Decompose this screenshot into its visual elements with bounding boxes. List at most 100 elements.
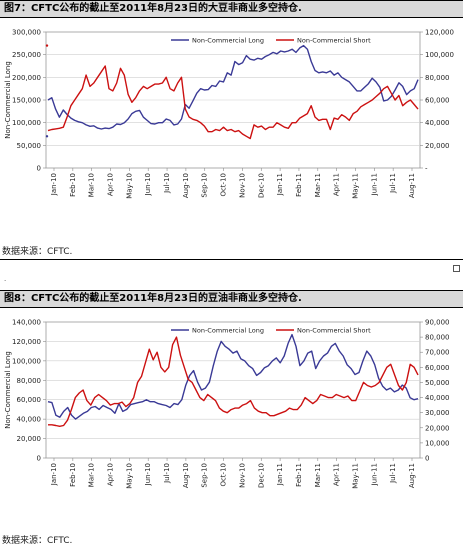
fig7-x-tick-label: Apr-11 [333,173,341,196]
fig8-right-tick-label: 90,000 [425,319,450,327]
fig7-x-tick-label: Nov-10 [238,173,246,198]
fig8-left-tick-label: 80,000 [17,377,42,385]
fig7-x-tick-label: Aug-11 [408,173,416,198]
fig8-x-tick-label: Oct-10 [220,463,228,487]
fig8-series-line-short [48,336,419,428]
fig8-x-tick-label: Jan-10 [50,463,58,486]
fig7-x-tick-label: Feb-10 [69,173,77,197]
fig8-x-tick-label: Aug-10 [182,463,190,488]
fig7-right-tick-label: 20,000 [425,142,450,150]
fig7-x-tick-label: Sep-10 [201,173,209,198]
fig8-x-tick-label: Jun-10 [144,463,152,486]
fig7-x-tick-label: May-11 [351,173,359,199]
fig8-right-tick-label: 70,000 [425,349,450,357]
fig8-x-tick-label: Mar-11 [314,463,322,487]
fig7-x-tick-label: May-10 [125,173,133,199]
fig7-x-tick-label: Dec-10 [257,173,265,198]
fig7-left-tick-label: 150,000 [12,97,41,105]
fig7-legend-label: Non-Commercial Long [192,37,264,45]
fig8-top-rule [0,290,463,291]
fig7-series-start-point-long [45,135,49,138]
fig7-x-tick-label: Feb-11 [295,173,303,197]
fig8-x-tick-label: Nov-10 [238,463,246,488]
fig8-x-tick-label: Feb-10 [69,463,77,487]
fig8-left-tick-label: 60,000 [17,396,42,404]
fig7-x-tick-label: Jan-11 [276,173,284,196]
fig8-right-tick-label: 40,000 [425,394,450,402]
fig8-source: 数据来源：CFTC. [2,536,73,546]
fig8-x-tick-label: Aug-11 [408,463,416,488]
fig7-left-tick-label: 300,000 [12,29,41,37]
fig8-series-line-long [47,333,419,420]
fig7-series-start-point-short [45,44,49,47]
fig8-right-tick-label: 10,000 [425,439,450,447]
fig7-x-tick-label: Oct-10 [220,173,228,197]
fig8-title-rule [0,307,463,308]
fig7-series-line-long [47,44,419,130]
fig8-right-tick-label: 30,000 [425,409,450,417]
fig7-series-line-short [47,65,419,140]
fig7-x-tick-label: Mar-10 [88,173,96,197]
fig8-right-tick-label: 20,000 [425,424,450,432]
fig7-x-tick-label: Jul-11 [389,173,397,194]
fig8-right-tick-label: 50,000 [425,379,450,387]
fig8-right-tick-label: 60,000 [425,364,450,372]
fig7-left-tick-label: 0 [37,165,41,173]
fig7-title-rule [0,17,463,18]
fig8-left-tick-label: 0 [37,455,41,463]
fig7-right-tick-label: - [425,165,428,173]
fig8-y-axis-label: Non-Commercial Long [4,351,12,429]
fig8-legend-label: Non-Commercial Short [297,327,371,335]
fig8-x-tick-label: Mar-10 [88,463,96,487]
fig8-x-tick-label: Jan-11 [276,463,284,486]
fig7-x-tick-label: Mar-11 [314,173,322,197]
fig8-x-tick-label: Dec-10 [257,463,265,488]
fig8-x-tick-label: Apr-11 [333,463,341,486]
fig7-bottom-rule [0,259,463,260]
fig8-left-tick-label: 120,000 [12,338,41,346]
fig7-x-tick-label: Apr-10 [107,173,115,196]
square-marker [453,265,460,272]
fig8-x-tick-label: Jun-11 [370,463,378,486]
fig7-top-rule [0,0,463,1]
fig8-plot-area [45,321,421,459]
fig7-x-tick-label: Aug-10 [182,173,190,198]
fig8-legend-label: Non-Commercial Long [192,327,264,335]
fig7-left-tick-label: 200,000 [12,74,41,82]
fig7-left-tick-label: 100,000 [12,119,41,127]
fig7-right-tick-label: 60,000 [425,97,450,105]
fig8-x-tick-label: Sep-10 [201,463,209,488]
fig7-right-tick-label: 120,000 [425,29,454,37]
fig8-x-tick-label: Jul-11 [389,463,397,484]
fig7-left-tick-label: 250,000 [12,51,41,59]
fig7-chart: 0 50,000 100,000 150,000 200,000 250,000 300,0… [4,29,454,199]
fig8-left-tick-label: 20,000 [17,435,42,443]
fig8-chart: 0 20,000 40,000 60,000 80,000 100,000 120,000 1… [4,319,450,489]
fig8-x-tick-label: Jul-10 [163,463,171,484]
fig7-legend-label: Non-Commercial Short [297,37,371,45]
fig7-y-axis-label: Non-Commercial Long [4,61,12,139]
fig7-left-tick-label: 50,000 [17,142,42,150]
fig7-x-tick-label: Jan-10 [50,173,58,196]
fig7-right-tick-label: 100,000 [425,51,454,59]
fig7-x-tick-label: Jul-10 [163,173,171,194]
caret-mark: . [4,275,7,283]
fig7-legend: Non-Commercial Long Non-Commercial Short [171,37,371,45]
fig7-x-tick-label: Jun-11 [370,173,378,196]
fig8-x-tick-label: May-11 [351,463,359,489]
fig7-right-tick-label: 80,000 [425,74,450,82]
fig8-x-tick-label: May-10 [125,463,133,489]
fig8-legend: Non-Commercial Long Non-Commercial Short [171,327,371,335]
fig8-left-tick-label: 140,000 [12,319,41,327]
fig8-left-tick-label: 100,000 [12,357,41,365]
fig7-title: 图7：CFTC公布的截止至2011年8月23日的大豆非商业多空持仓. [0,1,463,17]
fig8-right-tick-label: 80,000 [425,334,450,342]
fig8-right-tick-label: 0 [425,455,429,463]
fig8-left-tick-label: 40,000 [17,416,42,424]
fig8-x-tick-label: Feb-11 [295,463,303,487]
fig8-x-tick-label: Apr-10 [107,463,115,486]
fig7-right-tick-label: 40,000 [425,119,450,127]
fig7-x-tick-label: Jun-10 [144,173,152,196]
fig8-title: 图8：CFTC公布的截止至2011年8月23日的豆油非商业多空持仓. [0,291,463,307]
fig7-source: 数据来源：CFTC. [2,247,73,257]
